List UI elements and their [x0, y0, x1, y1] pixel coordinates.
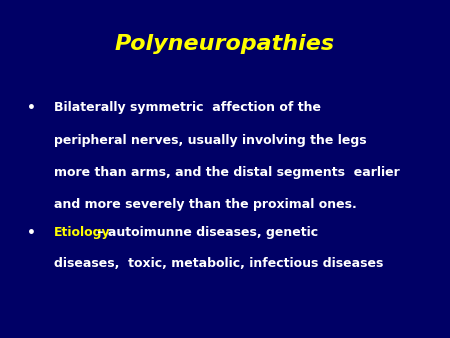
Text: •: •: [27, 226, 36, 240]
Text: Bilaterally symmetric  affection of the: Bilaterally symmetric affection of the: [54, 101, 321, 114]
Text: Polyneuropathies: Polyneuropathies: [115, 34, 335, 54]
Text: Etiology: Etiology: [54, 226, 111, 239]
Text: and more severely than the proximal ones.: and more severely than the proximal ones…: [54, 198, 357, 211]
Text: diseases,  toxic, metabolic, infectious diseases: diseases, toxic, metabolic, infectious d…: [54, 257, 383, 270]
Text: peripheral nerves, usually involving the legs: peripheral nerves, usually involving the…: [54, 134, 367, 146]
Text: more than arms, and the distal segments  earlier: more than arms, and the distal segments …: [54, 166, 400, 178]
Text: •: •: [27, 101, 36, 115]
Text: – autoimunne diseases, genetic: – autoimunne diseases, genetic: [93, 226, 318, 239]
